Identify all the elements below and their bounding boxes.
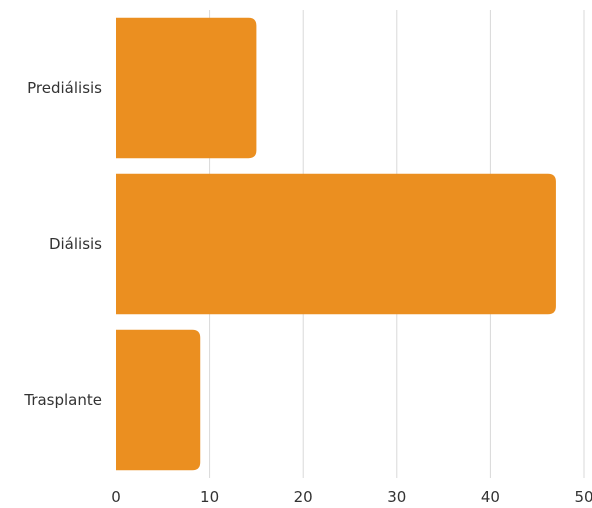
x-tick-label: 0 [111,488,121,506]
bar-predialisis [116,17,257,159]
x-tick-label: 40 [481,488,500,506]
x-tick-label: 20 [294,488,313,506]
bars [116,17,556,471]
category-label: Prediálisis [27,79,102,97]
category-label: Trasplante [23,391,102,409]
x-axis-tick-labels: 0 10 20 30 40 50 [111,488,592,506]
category-labels: Prediálisis Diálisis Trasplante [23,79,102,409]
bar-trasplante [116,329,201,471]
x-tick-label: 50 [574,488,592,506]
category-label: Diálisis [49,235,102,253]
x-tick-label: 30 [387,488,406,506]
x-tick-label: 10 [200,488,219,506]
bar-dialisis [116,173,556,315]
